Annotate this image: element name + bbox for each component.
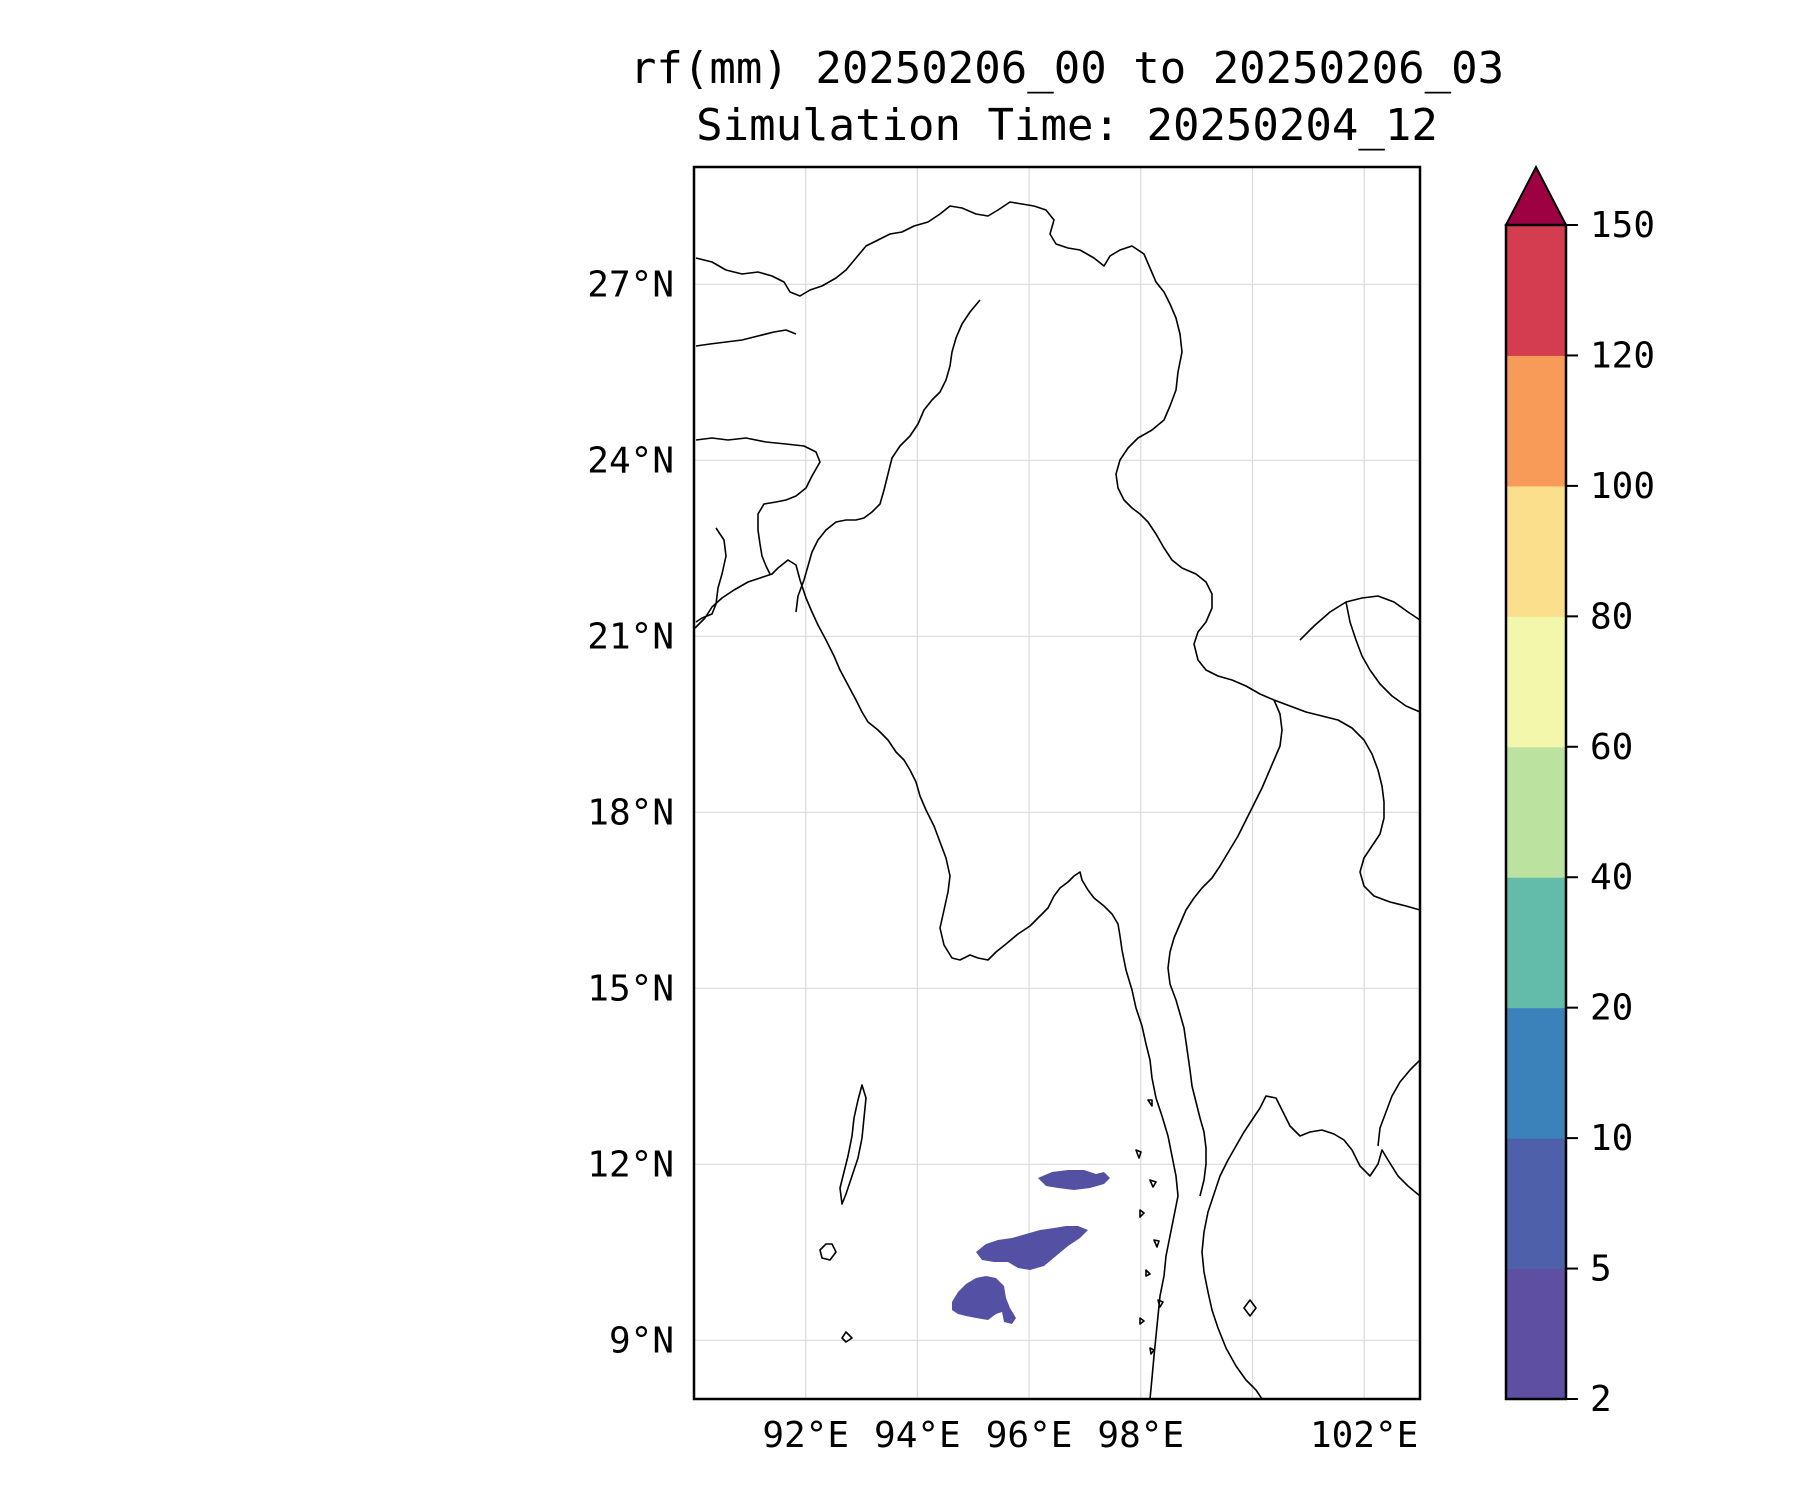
thailand-coastline	[1201, 1095, 1421, 1400]
colorbar-segment	[1506, 877, 1566, 1009]
colorbar-tick-label: 20	[1590, 988, 1633, 1029]
rainfall-patch	[976, 1226, 1088, 1270]
colorbar-tick-label: 5	[1590, 1249, 1612, 1290]
laos-vietnam-border	[1345, 601, 1421, 713]
longitude-tick-labels: 92°E 94°E 96°E 98°E 102°E	[762, 1415, 1418, 1456]
gridlines	[694, 167, 1420, 1399]
little-andaman-island	[819, 1243, 837, 1261]
india-bangladesh-border	[695, 437, 821, 575]
coastlines	[694, 527, 1421, 1400]
country-borders	[695, 201, 1421, 1197]
latitude-tick-label: 27°N	[587, 264, 674, 305]
latitude-tick-label: 9°N	[609, 1320, 674, 1361]
colorbar-extend-arrow	[1504, 164, 1568, 226]
map-frame	[692, 165, 1422, 1401]
colorbar-segments	[1506, 225, 1566, 1400]
myanmar-china-border	[695, 201, 1275, 701]
latitude-tick-label: 21°N	[587, 616, 674, 657]
thailand-laos-border	[1273, 699, 1421, 911]
laos-china-border	[1299, 595, 1421, 641]
colorbar-tick-label: 2	[1590, 1379, 1612, 1420]
colorbar-segment	[1506, 746, 1566, 878]
colorbar-tick-label: 80	[1590, 596, 1633, 637]
bangladesh-coastline	[695, 527, 727, 623]
latitude-tick-label: 18°N	[587, 792, 674, 833]
mergui-archipelago	[1135, 1099, 1164, 1355]
colorbar: 2 5 10 20 40 60 80 100 120 150	[1504, 164, 1655, 1420]
latitude-tick-label: 12°N	[587, 1144, 674, 1185]
colorbar-segment	[1506, 1268, 1566, 1400]
colorbar-segment	[1506, 225, 1566, 356]
longitude-tick-label: 98°E	[1097, 1415, 1184, 1456]
small-island	[1243, 1299, 1257, 1317]
rainfall-patch	[952, 1276, 1016, 1324]
colorbar-segment	[1506, 1007, 1566, 1139]
latitude-tick-label: 24°N	[587, 440, 674, 481]
india-north-border	[695, 329, 797, 347]
nicobar-island	[841, 1331, 853, 1343]
colorbar-ticks: 2 5 10 20 40 60 80 100 120 150	[1566, 205, 1655, 1420]
latitude-tick-labels: 9°N 12°N 15°N 18°N 21°N 24°N 27°N	[587, 264, 674, 1361]
colorbar-frame	[1504, 223, 1568, 1401]
colorbar-tick-label: 100	[1590, 466, 1655, 507]
longitude-tick-label: 102°E	[1310, 1415, 1418, 1456]
colorbar-tick-label: 40	[1590, 857, 1633, 898]
myanmar-thailand-border	[1167, 699, 1283, 1197]
colorbar-tick-label: 60	[1590, 727, 1633, 768]
colorbar-segment	[1506, 485, 1566, 617]
colorbar-segment	[1506, 616, 1566, 748]
myanmar-india-border	[795, 299, 981, 613]
colorbar-tick-label: 150	[1590, 205, 1655, 246]
rainfall-patch	[1038, 1170, 1110, 1190]
longitude-tick-label: 96°E	[986, 1415, 1073, 1456]
myanmar-coastline	[694, 559, 1179, 1400]
colorbar-tick-label: 120	[1590, 335, 1655, 376]
figure-title: rf(mm) 20250206_00 to 20250206_03	[630, 43, 1504, 94]
andaman-islands	[839, 1084, 867, 1205]
longitude-tick-label: 92°E	[762, 1415, 849, 1456]
longitude-tick-label: 94°E	[874, 1415, 961, 1456]
thailand-cambodia-border	[1377, 1059, 1421, 1147]
map-background	[694, 167, 1420, 1399]
figure-subtitle: Simulation Time: 20250204_12	[696, 100, 1438, 151]
map-panel: 92°E 94°E 96°E 98°E 102°E 9°N 12°N 15°N 18°N 21°…	[587, 165, 1422, 1456]
colorbar-segment	[1506, 1138, 1566, 1270]
rainfall-patches	[952, 1170, 1110, 1324]
colorbar-segment	[1506, 355, 1566, 487]
latitude-tick-label: 15°N	[587, 968, 674, 1009]
colorbar-tick-label: 10	[1590, 1118, 1633, 1159]
